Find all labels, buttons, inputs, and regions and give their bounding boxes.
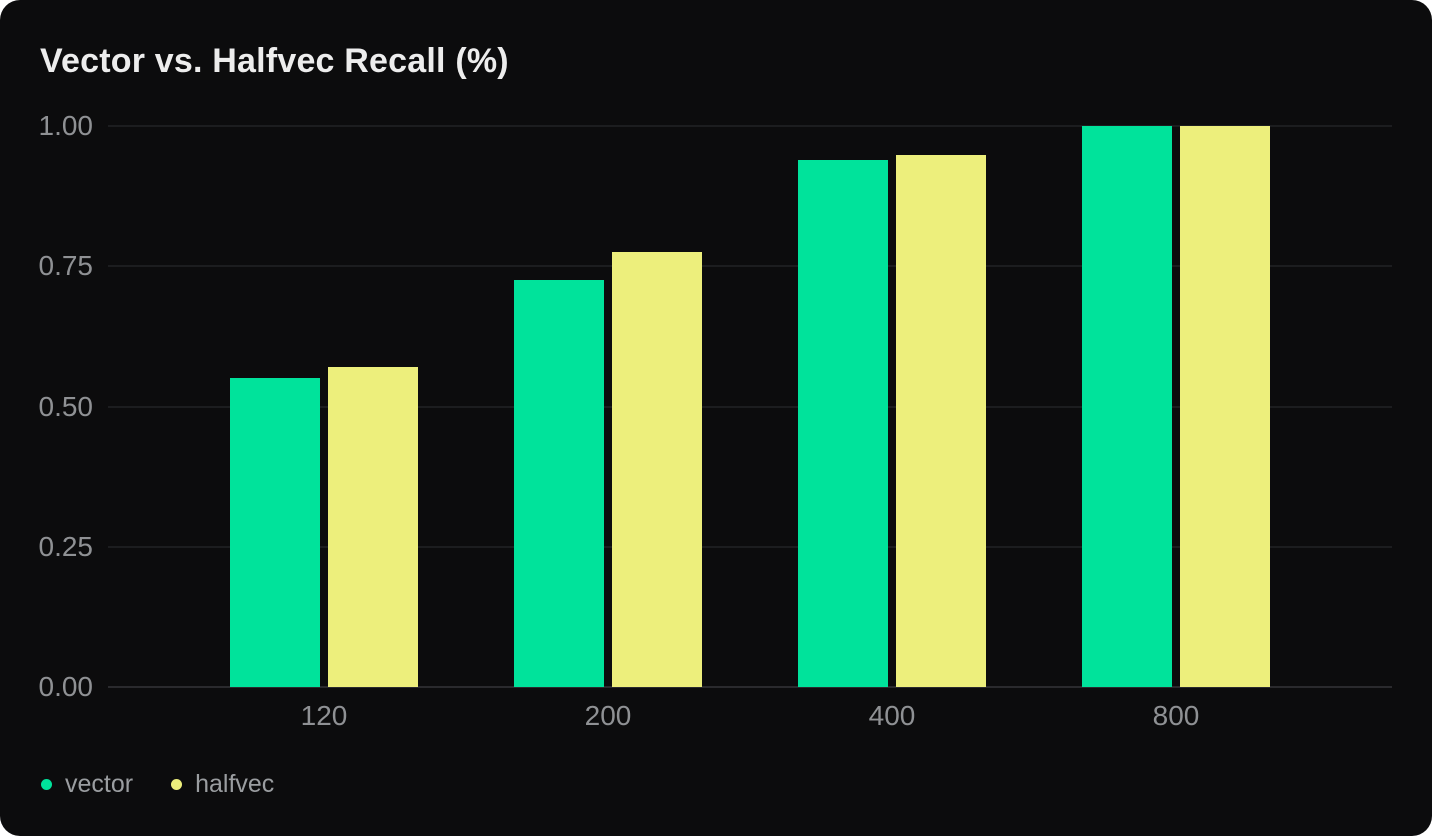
legend-dot-icon — [171, 778, 183, 790]
chart-title: Vector vs. Halfvec Recall (%) — [40, 42, 509, 80]
y-tick-label-0.00: 0.00 — [38, 671, 94, 702]
bar-group-120 — [230, 126, 418, 687]
bar-vector-200[interactable] — [514, 280, 604, 687]
x-tick-label-800: 800 — [1152, 700, 1200, 731]
legend-item-halfvec[interactable]: halfvec — [171, 769, 274, 799]
bar-group-400 — [798, 126, 986, 687]
bar-group-800 — [1082, 126, 1270, 687]
legend: vector halfvec — [41, 769, 274, 799]
bar-halfvec-120[interactable] — [328, 367, 418, 687]
bars-row — [108, 126, 1392, 687]
legend-item-vector[interactable]: vector — [41, 769, 133, 799]
x-tick-label-200: 200 — [584, 700, 632, 731]
y-tick-label-0.50: 0.50 — [38, 390, 94, 422]
legend-label-vector: vector — [65, 770, 134, 798]
y-tick-label-1.00: 1.00 — [38, 110, 94, 141]
bar-halfvec-400[interactable] — [896, 155, 986, 687]
y-axis: 0.00 0.25 0.50 0.75 1.00 — [0, 112, 94, 701]
bar-halfvec-800[interactable] — [1180, 126, 1270, 687]
bar-vector-800[interactable] — [1082, 126, 1172, 687]
bar-vector-120[interactable] — [230, 378, 320, 687]
y-tick-label-0.25: 0.25 — [38, 530, 94, 562]
legend-label-halfvec: halfvec — [195, 770, 275, 798]
bar-halfvec-200[interactable] — [612, 252, 702, 687]
x-tick-label-120: 120 — [300, 700, 348, 731]
x-axis: 120 200 400 800 — [108, 702, 1392, 730]
y-tick-label-0.75: 0.75 — [38, 250, 94, 282]
bar-vector-400[interactable] — [798, 159, 888, 687]
legend-dot-icon — [41, 778, 52, 790]
x-tick-label-400: 400 — [868, 700, 916, 731]
plot-area — [108, 125, 1392, 688]
bar-group-200 — [514, 126, 702, 687]
